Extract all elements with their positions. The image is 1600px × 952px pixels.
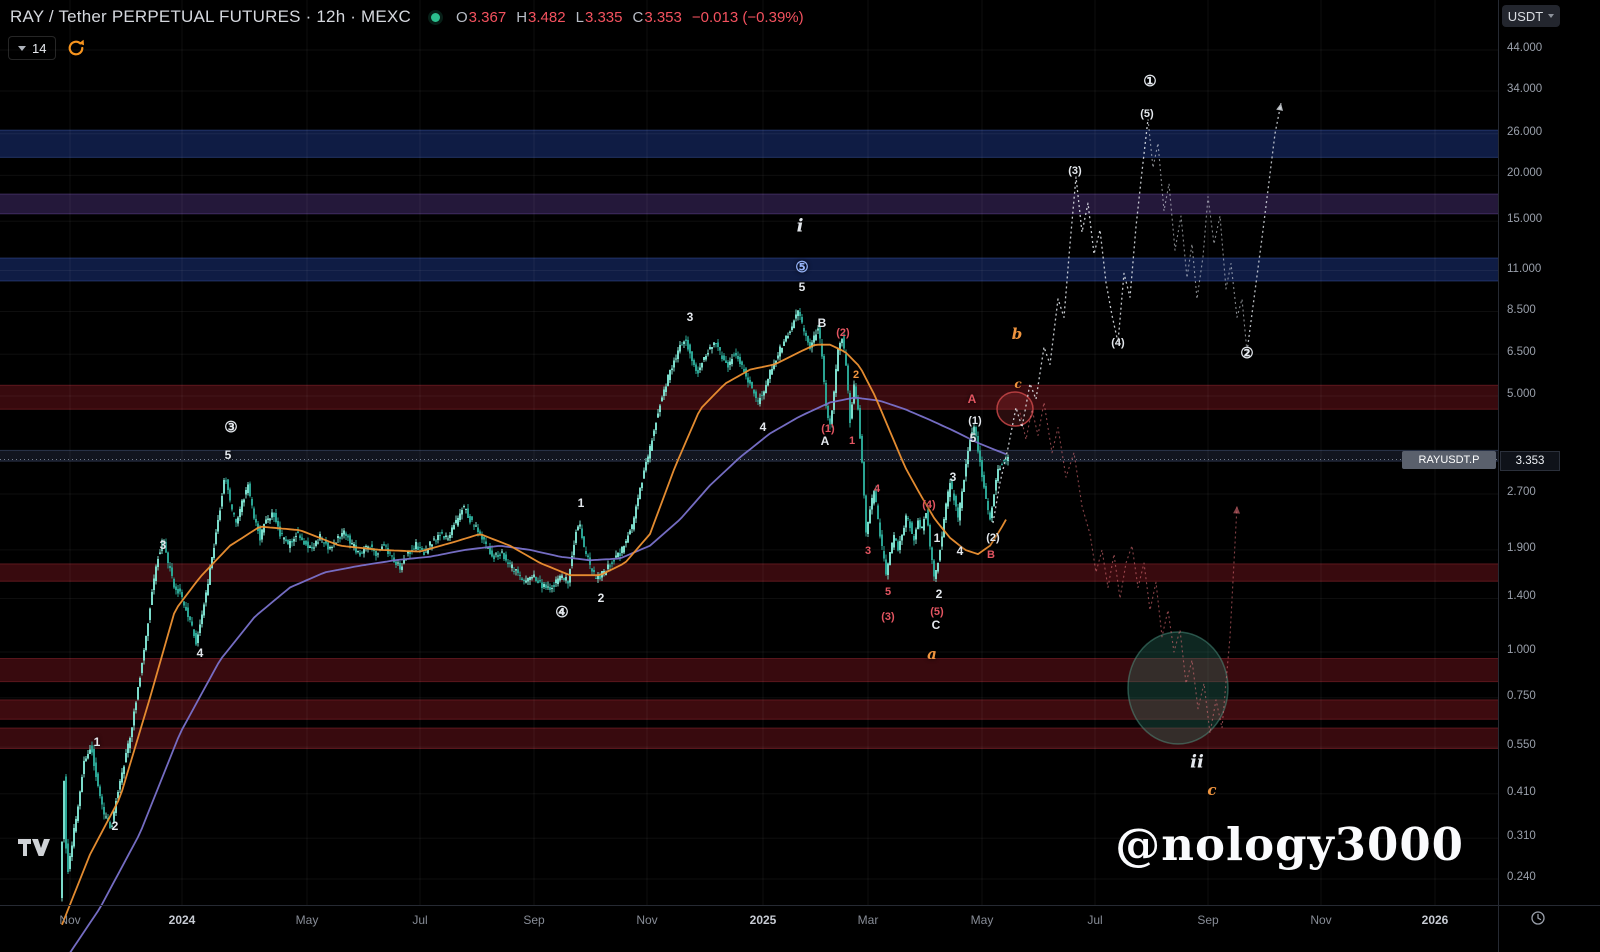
change-value: −0.013 (−0.39%) xyxy=(691,8,804,26)
time-axis-label: Jul xyxy=(1087,913,1103,927)
high-value: H 3.482 xyxy=(516,8,566,26)
price-axis-label: 8.500 xyxy=(1507,304,1536,316)
low-value: L 3.335 xyxy=(575,8,623,26)
time-axis-label: Nov xyxy=(636,913,658,927)
time-axis-label: Sep xyxy=(523,913,545,927)
price-axis-label: 0.550 xyxy=(1507,739,1536,751)
currency-label: USDT xyxy=(1507,8,1544,24)
time-axis-label: Sep xyxy=(1197,913,1219,927)
price-axis-label: 0.310 xyxy=(1507,830,1536,842)
price-axis-label: 1.400 xyxy=(1507,590,1536,602)
time-axis-label: Nov xyxy=(1310,913,1332,927)
price-axis[interactable]: 44.000 34.000 26.000 20.000 15.000 11.000 8.50… xyxy=(1500,0,1600,905)
price-axis-label: 34.000 xyxy=(1507,83,1543,95)
price-axis-label: 6.500 xyxy=(1507,346,1536,358)
price-axis-label: 15.000 xyxy=(1507,213,1543,225)
price-axis-label: 0.240 xyxy=(1507,871,1536,883)
tradingview-logo[interactable] xyxy=(16,834,52,865)
ohlc-values: O 3.367 H 3.482 L 3.335 C 3.353 −0.013 (−0.3… xyxy=(456,9,804,26)
watermark: @nology3000 xyxy=(1115,818,1464,871)
time-axis[interactable]: Nov 2024 May Jul Sep Nov 2025 Mar May Jul Sep Nov 20… xyxy=(0,906,1498,934)
price-axis-label: 5.000 xyxy=(1507,388,1536,400)
time-axis-label: Nov xyxy=(59,913,81,927)
symbol-title[interactable]: RAY / Tether PERPETUAL FUTURES · 12h · M… xyxy=(10,7,411,26)
interval-value: 14 xyxy=(32,40,47,56)
time-axis-label: Mar xyxy=(857,913,879,927)
timezone-clock-icon[interactable] xyxy=(1530,910,1546,931)
chart-legend: RAY / Tether PERPETUAL FUTURES · 12h · M… xyxy=(10,5,804,29)
price-axis-label: 26.000 xyxy=(1507,126,1543,138)
time-axis-label: May xyxy=(295,913,319,927)
currency-button[interactable]: USDT xyxy=(1502,5,1560,27)
price-axis-label: 0.410 xyxy=(1507,786,1536,798)
market-status-dot xyxy=(430,12,440,22)
price-axis-label: 0.750 xyxy=(1507,690,1536,702)
time-axis-label: Jul xyxy=(412,913,428,927)
refresh-icon[interactable] xyxy=(66,38,86,63)
price-axis-label: 2.700 xyxy=(1507,486,1536,498)
interval-dropdown[interactable]: 14 xyxy=(8,36,57,60)
price-axis-label: 44.000 xyxy=(1507,42,1543,54)
time-axis-label: 2026 xyxy=(1421,913,1449,927)
price-axis-label: 1.000 xyxy=(1507,644,1536,656)
last-price-tag: 3.353 xyxy=(1500,451,1560,471)
time-axis-label: 2024 xyxy=(168,913,196,927)
open-value: O 3.367 xyxy=(455,8,507,26)
price-line-symbol-tag[interactable]: RAYUSDT.P xyxy=(1402,451,1496,469)
price-axis-label: 20.000 xyxy=(1507,167,1543,179)
chevron-down-icon xyxy=(18,45,26,51)
close-value: C 3.353 xyxy=(632,8,682,26)
price-axis-label: 11.000 xyxy=(1507,263,1542,275)
chevron-down-icon xyxy=(1548,14,1555,18)
time-axis-label: 2025 xyxy=(749,913,777,927)
price-axis-label: 1.900 xyxy=(1507,542,1536,554)
time-axis-label: May xyxy=(970,913,994,927)
